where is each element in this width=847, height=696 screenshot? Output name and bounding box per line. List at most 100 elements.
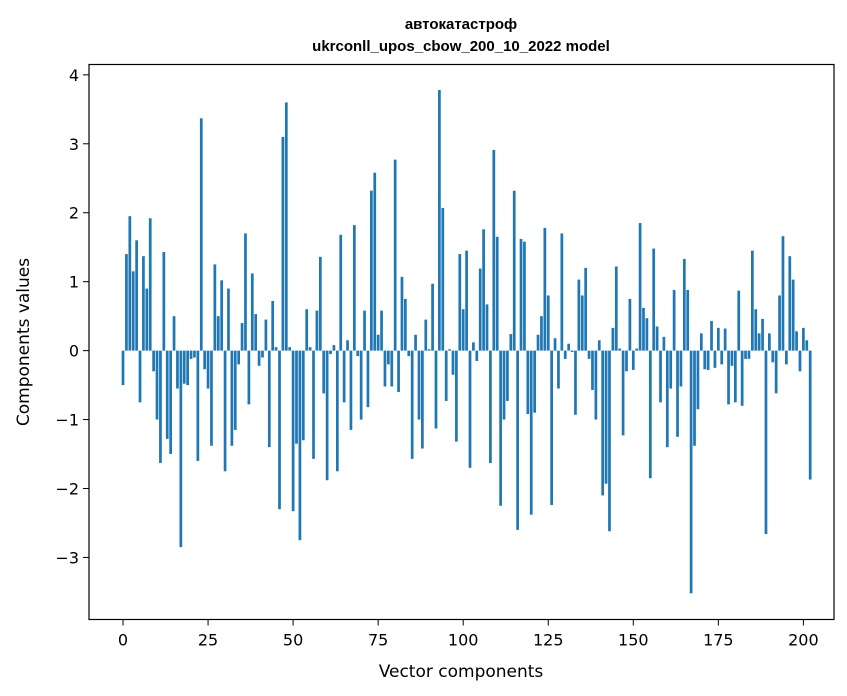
y-tick-label: 3: [69, 135, 79, 154]
bar: [417, 350, 421, 420]
bar: [587, 350, 591, 359]
bar: [404, 298, 407, 351]
bar: [257, 350, 261, 366]
bar: [495, 236, 499, 351]
bar: [335, 350, 339, 472]
bar: [543, 227, 547, 351]
x-tick-label: 200: [788, 631, 819, 650]
bar: [421, 350, 424, 449]
bar: [400, 276, 404, 351]
bar: [785, 350, 788, 365]
bar: [352, 225, 356, 351]
bar: [295, 350, 298, 444]
bar: [264, 319, 268, 351]
bar: [288, 347, 292, 351]
bar: [761, 318, 764, 351]
bar: [305, 309, 309, 351]
bar: [274, 347, 278, 351]
bar: [642, 307, 645, 351]
bar: [628, 298, 632, 351]
bar: [359, 350, 363, 420]
bar: [604, 350, 608, 484]
bar: [193, 350, 196, 358]
bar: [553, 338, 557, 351]
bar: [645, 318, 649, 351]
bar: [441, 207, 445, 351]
bar: [210, 350, 213, 446]
bar: [665, 350, 669, 448]
y-tick-label: −1: [55, 411, 79, 430]
bars-group: [121, 90, 812, 594]
bar: [696, 350, 700, 410]
bar: [774, 350, 778, 394]
bar: [747, 350, 751, 359]
bar: [608, 350, 611, 532]
bar: [455, 350, 458, 442]
bar: [237, 350, 241, 365]
bar: [808, 350, 812, 480]
x-tick-label: 0: [118, 631, 128, 650]
y-tick-label: −3: [55, 548, 79, 567]
bar: [563, 350, 567, 359]
bar: [682, 258, 686, 351]
bar: [706, 350, 710, 370]
bar: [172, 316, 176, 351]
bar: [155, 350, 159, 420]
bar: [750, 250, 754, 351]
bar: [570, 350, 574, 352]
bar: [213, 264, 217, 351]
bar: [135, 240, 138, 351]
bar: [261, 350, 264, 358]
bar: [373, 172, 377, 351]
bar: [322, 350, 326, 394]
bar: [771, 350, 775, 363]
bar: [380, 310, 383, 351]
bar: [254, 314, 258, 351]
bar: [733, 350, 737, 403]
x-tick-label: 100: [448, 631, 479, 650]
bar: [465, 250, 468, 351]
bar: [244, 233, 247, 351]
bar: [778, 295, 781, 351]
bar: [356, 350, 360, 357]
bar: [216, 316, 220, 351]
bar: [509, 334, 513, 351]
bar: [223, 350, 227, 472]
x-tick-label: 175: [703, 631, 734, 650]
ticks-group: 0 25 50 75 100 125 150 175 200 −3 −2 −1 0 1 2 3 4: [55, 66, 818, 650]
bar: [737, 290, 741, 351]
bar: [631, 350, 635, 370]
bar: [434, 350, 438, 429]
bar: [523, 241, 526, 351]
bar: [672, 289, 676, 351]
bar: [407, 350, 411, 357]
bar: [485, 304, 489, 351]
bar: [230, 350, 234, 446]
bar: [427, 349, 431, 351]
bar: [744, 350, 747, 359]
bar: [448, 349, 451, 351]
bar: [577, 279, 581, 351]
bar: [618, 348, 622, 351]
bar: [614, 266, 618, 351]
bar: [635, 348, 639, 351]
bar: [560, 233, 564, 351]
x-tick-label: 125: [533, 631, 564, 650]
bar: [247, 350, 251, 405]
bar: [472, 342, 475, 351]
bar: [659, 350, 662, 403]
bar: [176, 350, 179, 389]
bar: [727, 350, 730, 405]
bar: [730, 350, 734, 366]
bar: [424, 319, 428, 351]
bar: [669, 350, 673, 389]
bar: [716, 327, 720, 351]
bar: [805, 340, 809, 351]
chart-title-line2: ukrconll_upos_cbow_200_10_2022 model: [312, 38, 610, 55]
bar: [710, 320, 713, 351]
bar: [186, 350, 190, 386]
bar: [768, 333, 771, 351]
bar: [601, 350, 605, 496]
bar: [788, 256, 792, 351]
